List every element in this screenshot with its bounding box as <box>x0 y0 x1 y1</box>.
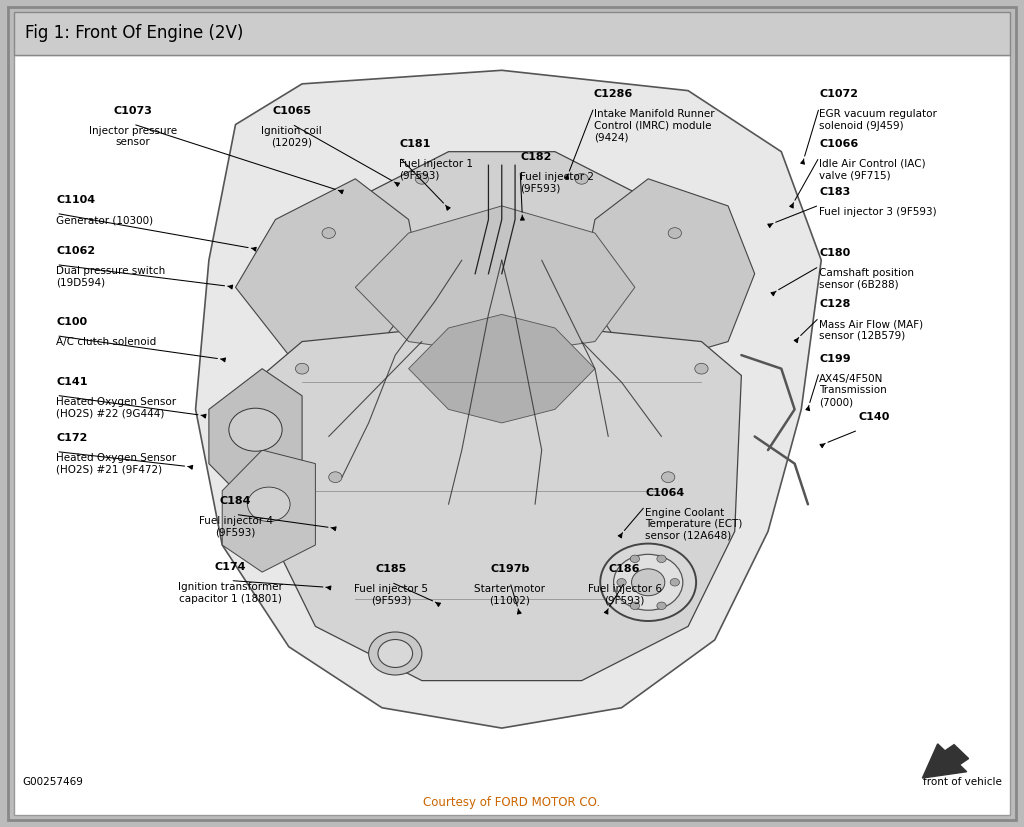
Text: C1286: C1286 <box>594 89 633 99</box>
Text: C181: C181 <box>399 139 431 149</box>
Polygon shape <box>222 450 315 572</box>
Text: C1072: C1072 <box>819 89 858 99</box>
Text: Fuel injector 3 (9F593): Fuel injector 3 (9F593) <box>819 207 937 217</box>
Text: Fig 1: Front Of Engine (2V): Fig 1: Front Of Engine (2V) <box>25 24 243 42</box>
Circle shape <box>630 602 640 609</box>
Text: C100: C100 <box>56 318 87 327</box>
Text: C141: C141 <box>56 377 88 387</box>
Circle shape <box>229 409 283 452</box>
Circle shape <box>613 554 683 610</box>
Circle shape <box>378 639 413 667</box>
Text: Fuel injector 5
(9F593): Fuel injector 5 (9F593) <box>354 584 428 605</box>
Text: C1064: C1064 <box>645 488 684 498</box>
Text: Idle Air Control (IAC)
valve (9F715): Idle Air Control (IAC) valve (9F715) <box>819 159 926 180</box>
Text: C140: C140 <box>858 412 890 422</box>
Text: C172: C172 <box>56 433 88 443</box>
Text: Fuel injector 2
(9F593): Fuel injector 2 (9F593) <box>520 172 594 194</box>
Text: front of vehicle: front of vehicle <box>923 777 1002 786</box>
Circle shape <box>248 487 290 522</box>
Text: C1065: C1065 <box>272 106 311 116</box>
Text: C182: C182 <box>520 152 552 162</box>
Circle shape <box>600 543 696 621</box>
Circle shape <box>575 174 588 184</box>
Polygon shape <box>236 179 422 355</box>
Polygon shape <box>315 151 675 369</box>
Bar <box>14 12 1010 55</box>
Text: AX4S/4F50N
Transmission
(7000): AX4S/4F50N Transmission (7000) <box>819 374 887 407</box>
Text: Heated Oxygen Sensor
(HO2S) #21 (9F472): Heated Oxygen Sensor (HO2S) #21 (9F472) <box>56 453 176 475</box>
Text: Intake Manifold Runner
Control (IMRC) module
(9424): Intake Manifold Runner Control (IMRC) mo… <box>594 109 715 142</box>
Text: Ignition transformer
capacitor 1 (18801): Ignition transformer capacitor 1 (18801) <box>178 582 283 604</box>
Circle shape <box>662 471 675 482</box>
Text: Mass Air Flow (MAF)
sensor (12B579): Mass Air Flow (MAF) sensor (12B579) <box>819 319 924 341</box>
Text: C174: C174 <box>215 562 246 572</box>
Circle shape <box>416 174 429 184</box>
Text: C1104: C1104 <box>56 195 95 205</box>
Polygon shape <box>355 206 635 355</box>
Text: A/C clutch solenoid: A/C clutch solenoid <box>56 337 157 347</box>
Text: C1066: C1066 <box>819 139 858 149</box>
Polygon shape <box>262 328 741 681</box>
Circle shape <box>632 569 665 595</box>
Text: C180: C180 <box>819 248 851 258</box>
Text: Generator (10300): Generator (10300) <box>56 215 154 225</box>
Circle shape <box>369 632 422 675</box>
Circle shape <box>695 363 709 374</box>
Text: C185: C185 <box>376 564 407 574</box>
Text: Dual pressure switch
(19D594): Dual pressure switch (19D594) <box>56 266 166 288</box>
Text: Ignition coil
(12029): Ignition coil (12029) <box>261 126 323 147</box>
Text: Starter motor
(11002): Starter motor (11002) <box>474 584 546 605</box>
Polygon shape <box>409 314 595 423</box>
Text: C184: C184 <box>220 496 251 506</box>
Polygon shape <box>582 179 755 369</box>
Text: C197b: C197b <box>490 564 529 574</box>
Text: Fuel injector 6
(9F593): Fuel injector 6 (9F593) <box>588 584 662 605</box>
Text: C199: C199 <box>819 354 851 364</box>
Polygon shape <box>209 369 302 504</box>
Text: Injector pressure
sensor: Injector pressure sensor <box>89 126 177 147</box>
Text: C183: C183 <box>819 187 851 197</box>
FancyArrow shape <box>923 743 969 778</box>
Circle shape <box>296 363 309 374</box>
Polygon shape <box>196 70 821 728</box>
Circle shape <box>329 471 342 482</box>
Text: C128: C128 <box>819 299 851 309</box>
Text: C1062: C1062 <box>56 246 95 256</box>
Text: Fuel injector 4
(9F593): Fuel injector 4 (9F593) <box>199 516 272 538</box>
Text: Heated Oxygen Sensor
(HO2S) #22 (9G444): Heated Oxygen Sensor (HO2S) #22 (9G444) <box>56 397 176 418</box>
Circle shape <box>656 555 667 562</box>
Circle shape <box>616 579 627 586</box>
Circle shape <box>630 555 640 562</box>
Text: EGR vacuum regulator
solenoid (9J459): EGR vacuum regulator solenoid (9J459) <box>819 109 937 131</box>
Text: Courtesy of FORD MOTOR CO.: Courtesy of FORD MOTOR CO. <box>424 796 600 809</box>
Circle shape <box>670 579 680 586</box>
Circle shape <box>656 602 667 609</box>
Text: C186: C186 <box>609 564 640 574</box>
Circle shape <box>669 227 682 238</box>
Text: C1073: C1073 <box>114 106 153 116</box>
Circle shape <box>322 227 336 238</box>
Text: Fuel injector 1
(9F593): Fuel injector 1 (9F593) <box>399 159 473 180</box>
Text: Engine Coolant
Temperature (ECT)
sensor (12A648): Engine Coolant Temperature (ECT) sensor … <box>645 508 742 541</box>
Text: G00257469: G00257469 <box>23 777 83 786</box>
Text: Camshaft position
sensor (6B288): Camshaft position sensor (6B288) <box>819 268 914 289</box>
